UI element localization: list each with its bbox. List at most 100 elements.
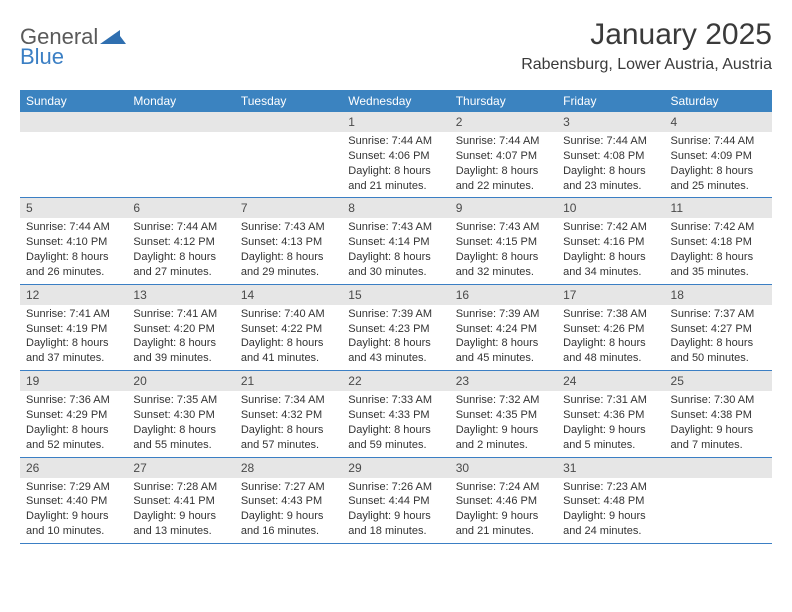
sunset-text: Sunset: 4:32 PM [241, 408, 336, 423]
sunrise-text: Sunrise: 7:44 AM [456, 134, 551, 149]
day-detail-cell: Sunrise: 7:39 AMSunset: 4:23 PMDaylight:… [342, 305, 449, 370]
day-number-cell: 23 [450, 371, 557, 392]
daynum-row: 1234 [20, 112, 772, 132]
daylight-text: Daylight: 9 hours [456, 423, 551, 438]
day-detail-cell: Sunrise: 7:29 AMSunset: 4:40 PMDaylight:… [20, 478, 127, 543]
sunset-text: Sunset: 4:29 PM [26, 408, 121, 423]
day-number-cell: 25 [665, 371, 772, 392]
day-number-cell [665, 457, 772, 478]
daylight-text-2: and 52 minutes. [26, 438, 121, 453]
daylight-text: Daylight: 9 hours [456, 509, 551, 524]
daylight-text-2: and 34 minutes. [563, 265, 658, 280]
day-number-cell: 6 [127, 198, 234, 219]
sunset-text: Sunset: 4:08 PM [563, 149, 658, 164]
sunset-text: Sunset: 4:24 PM [456, 322, 551, 337]
daylight-text-2: and 41 minutes. [241, 351, 336, 366]
sunset-text: Sunset: 4:15 PM [456, 235, 551, 250]
sunset-text: Sunset: 4:16 PM [563, 235, 658, 250]
day-number-cell: 1 [342, 112, 449, 132]
day-detail-cell: Sunrise: 7:42 AMSunset: 4:18 PMDaylight:… [665, 218, 772, 283]
sunrise-text: Sunrise: 7:36 AM [26, 393, 121, 408]
daylight-text-2: and 37 minutes. [26, 351, 121, 366]
sunrise-text: Sunrise: 7:44 AM [348, 134, 443, 149]
sunset-text: Sunset: 4:20 PM [133, 322, 228, 337]
daylight-text-2: and 29 minutes. [241, 265, 336, 280]
daylight-text: Daylight: 8 hours [671, 250, 766, 265]
day-number-cell: 16 [450, 284, 557, 305]
daylight-text-2: and 2 minutes. [456, 438, 551, 453]
sunrise-text: Sunrise: 7:42 AM [563, 220, 658, 235]
daylight-text-2: and 21 minutes. [348, 179, 443, 194]
day-number-cell: 27 [127, 457, 234, 478]
day-number-cell: 19 [20, 371, 127, 392]
sunset-text: Sunset: 4:27 PM [671, 322, 766, 337]
daylight-text: Daylight: 8 hours [348, 423, 443, 438]
sunrise-text: Sunrise: 7:33 AM [348, 393, 443, 408]
daylight-text-2: and 21 minutes. [456, 524, 551, 539]
sunrise-text: Sunrise: 7:35 AM [133, 393, 228, 408]
daylight-text: Daylight: 8 hours [348, 164, 443, 179]
daylight-text-2: and 57 minutes. [241, 438, 336, 453]
daylight-text-2: and 55 minutes. [133, 438, 228, 453]
daynum-row: 19202122232425 [20, 371, 772, 392]
day-detail-cell: Sunrise: 7:41 AMSunset: 4:20 PMDaylight:… [127, 305, 234, 370]
day-number-cell: 20 [127, 371, 234, 392]
day-number-cell: 4 [665, 112, 772, 132]
daynum-row: 567891011 [20, 198, 772, 219]
day-detail-cell [20, 132, 127, 197]
day-detail-cell: Sunrise: 7:27 AMSunset: 4:43 PMDaylight:… [235, 478, 342, 543]
daylight-text-2: and 43 minutes. [348, 351, 443, 366]
day-detail-cell [235, 132, 342, 197]
day-number-cell: 3 [557, 112, 664, 132]
day-detail-cell: Sunrise: 7:40 AMSunset: 4:22 PMDaylight:… [235, 305, 342, 370]
sunrise-text: Sunrise: 7:38 AM [563, 307, 658, 322]
daylight-text-2: and 39 minutes. [133, 351, 228, 366]
day-detail-cell: Sunrise: 7:35 AMSunset: 4:30 PMDaylight:… [127, 391, 234, 456]
daylight-text: Daylight: 8 hours [456, 336, 551, 351]
day-detail-cell: Sunrise: 7:44 AMSunset: 4:06 PMDaylight:… [342, 132, 449, 197]
day-number-cell: 7 [235, 198, 342, 219]
daylight-text-2: and 50 minutes. [671, 351, 766, 366]
day-number-cell: 14 [235, 284, 342, 305]
sunset-text: Sunset: 4:07 PM [456, 149, 551, 164]
header: General January 2025 Rabensburg, Lower A… [20, 18, 772, 78]
sunrise-text: Sunrise: 7:40 AM [241, 307, 336, 322]
sunrise-text: Sunrise: 7:43 AM [241, 220, 336, 235]
sunrise-text: Sunrise: 7:39 AM [348, 307, 443, 322]
daylight-text-2: and 24 minutes. [563, 524, 658, 539]
daylight-text: Daylight: 8 hours [26, 250, 121, 265]
daylight-text-2: and 16 minutes. [241, 524, 336, 539]
day-detail-cell: Sunrise: 7:38 AMSunset: 4:26 PMDaylight:… [557, 305, 664, 370]
day-number-cell: 8 [342, 198, 449, 219]
daylight-text: Daylight: 9 hours [241, 509, 336, 524]
detail-row: Sunrise: 7:41 AMSunset: 4:19 PMDaylight:… [20, 305, 772, 370]
day-detail-cell: Sunrise: 7:24 AMSunset: 4:46 PMDaylight:… [450, 478, 557, 543]
sunset-text: Sunset: 4:44 PM [348, 494, 443, 509]
day-detail-cell: Sunrise: 7:34 AMSunset: 4:32 PMDaylight:… [235, 391, 342, 456]
daylight-text-2: and 32 minutes. [456, 265, 551, 280]
daylight-text: Daylight: 8 hours [26, 423, 121, 438]
daylight-text: Daylight: 9 hours [133, 509, 228, 524]
calendar-table: Sunday Monday Tuesday Wednesday Thursday… [20, 90, 772, 544]
daylight-text: Daylight: 9 hours [671, 423, 766, 438]
sunrise-text: Sunrise: 7:29 AM [26, 480, 121, 495]
daylight-text: Daylight: 8 hours [671, 164, 766, 179]
sunrise-text: Sunrise: 7:26 AM [348, 480, 443, 495]
daylight-text: Daylight: 8 hours [133, 423, 228, 438]
detail-row: Sunrise: 7:29 AMSunset: 4:40 PMDaylight:… [20, 478, 772, 543]
daylight-text: Daylight: 9 hours [563, 509, 658, 524]
day-header: Saturday [665, 90, 772, 112]
daylight-text: Daylight: 8 hours [26, 336, 121, 351]
day-number-cell: 31 [557, 457, 664, 478]
sunset-text: Sunset: 4:48 PM [563, 494, 658, 509]
sunrise-text: Sunrise: 7:34 AM [241, 393, 336, 408]
daylight-text-2: and 13 minutes. [133, 524, 228, 539]
day-detail-cell: Sunrise: 7:37 AMSunset: 4:27 PMDaylight:… [665, 305, 772, 370]
daylight-text: Daylight: 8 hours [133, 250, 228, 265]
sunset-text: Sunset: 4:10 PM [26, 235, 121, 250]
day-number-cell: 17 [557, 284, 664, 305]
day-header-row: Sunday Monday Tuesday Wednesday Thursday… [20, 90, 772, 112]
sunset-text: Sunset: 4:33 PM [348, 408, 443, 423]
day-number-cell: 30 [450, 457, 557, 478]
sunset-text: Sunset: 4:13 PM [241, 235, 336, 250]
